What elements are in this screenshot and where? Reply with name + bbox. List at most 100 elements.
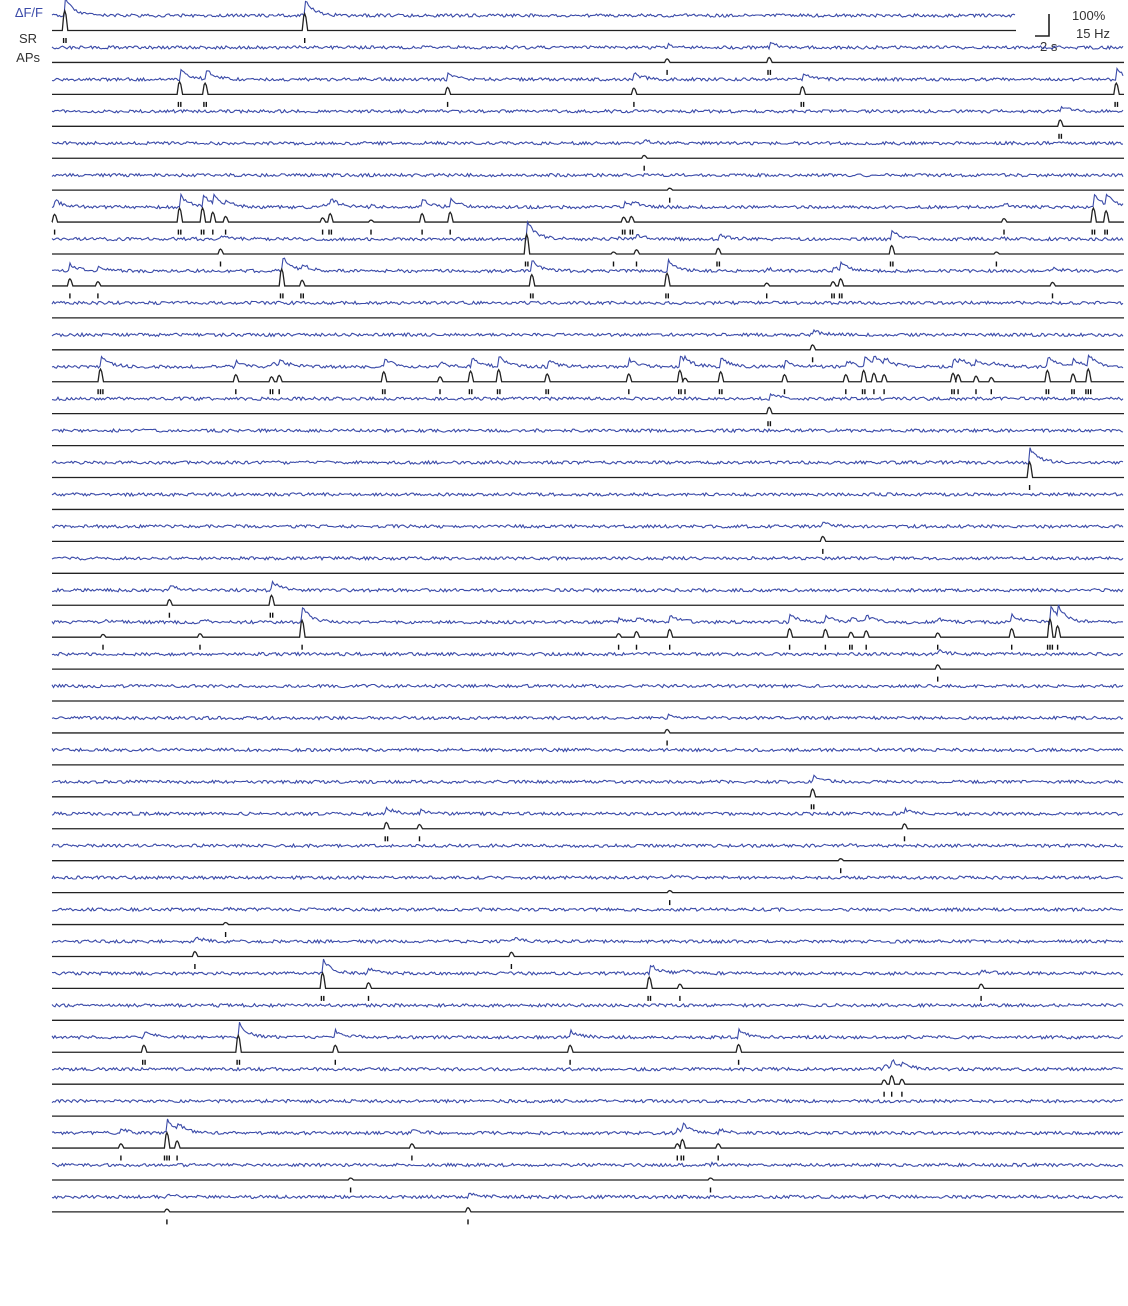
neuron-row [51,427,1124,447]
neuron-row [51,648,1124,682]
neuron-row [51,392,1124,427]
neuron-row [52,257,1124,299]
dff-trace [51,491,1124,498]
neuron-row [51,842,1124,874]
dff-trace [51,648,1123,657]
neuron-row [51,604,1124,650]
neuron-row [51,1002,1124,1021]
neuron-row [51,192,1124,235]
sr-trace [52,664,1124,670]
neuron-row [51,172,1124,203]
sr-trace [52,617,1124,638]
dff-trace [51,1161,1124,1168]
neuron-row [52,906,1124,937]
scale-bar-lines [1035,14,1050,37]
neuron-row [51,1059,1124,1097]
neuron-row [51,521,1124,554]
sr-trace [52,858,1124,862]
neuron-row [51,1021,1124,1065]
sr-label: SR [19,31,37,46]
sr-trace [52,232,1124,255]
dff-trace [51,683,1124,689]
neuron-row [51,0,1016,43]
neuron-row [51,936,1124,969]
neuron-row [51,447,1124,490]
dff-trace [51,521,1124,529]
dff-trace [51,874,1124,881]
sr-trace [52,728,1124,734]
dff-trace [51,774,1124,785]
dff-trace [51,105,1124,115]
sr-trace [52,154,1124,159]
sr-trace [52,8,1016,32]
sr-trace [52,889,1124,894]
sr-trace [52,1074,1124,1085]
sr-trace [52,535,1124,543]
dff-trace [51,447,1124,466]
sr-trace [52,971,1124,990]
neuron-row [51,1118,1124,1161]
sr-trace [52,119,1124,127]
sr-trace [52,187,1124,191]
neuron-row [51,747,1124,766]
sr-trace [52,921,1124,926]
dff-trace [51,354,1124,370]
dff-trace [51,958,1124,977]
dff-trace [51,328,1124,338]
figure-header: ΔF/F SR APs [15,5,43,65]
dff-trace [51,555,1124,561]
neuron-row [51,66,1124,107]
neuron-row [51,328,1124,363]
neuron-row [51,139,1124,171]
aps-label: APs [16,50,40,65]
dff-trace [51,220,1124,242]
dff-trace [51,806,1124,817]
sr-trace [52,344,1124,351]
dff-label: ΔF/F [15,5,43,20]
neuron-row [51,1192,1124,1225]
neuron-row [51,1161,1124,1193]
dff-trace [51,1192,1124,1200]
scale-bar: 100% 15 Hz 2 s [1035,8,1110,54]
sr-trace [52,950,1124,958]
scale-bar-x-label: 2 s [1040,39,1058,54]
neuron-row [51,105,1124,139]
neuron-row [51,220,1124,267]
neuron-row [51,491,1124,511]
neuron-row [51,683,1124,702]
dff-trace [52,257,1124,274]
neuron-row [51,300,1124,319]
dff-trace [51,936,1124,945]
dff-trace [51,604,1124,626]
dff-trace [51,139,1124,146]
dff-trace [51,192,1124,210]
neuron-row [51,958,1124,1001]
dff-trace [51,1098,1124,1104]
neuron-row [51,806,1124,842]
scale-bar-y-bottom-label: 15 Hz [1076,26,1110,41]
sr-trace [52,788,1124,798]
neuron-row [51,713,1124,746]
sr-trace [52,267,1124,287]
dff-trace [51,842,1124,849]
dff-trace [52,906,1124,913]
dff-trace [51,392,1124,402]
sr-trace [52,1177,1124,1181]
neuron-row [51,774,1124,810]
sr-trace [52,1206,1124,1213]
neuron-row [51,555,1124,574]
sr-trace [52,460,1124,479]
sr-trace [52,1033,1124,1053]
neuron-row [51,874,1124,906]
dff-trace [51,41,1124,51]
dff-trace [51,1002,1124,1009]
neuron-row [51,1098,1124,1117]
neuron-row [51,41,1124,75]
sr-trace [52,56,1124,64]
dff-trace [51,172,1124,178]
neuron-traces [51,0,1124,1225]
dff-trace [51,0,1016,19]
sr-trace [51,206,1124,223]
dff-trace [51,66,1124,83]
